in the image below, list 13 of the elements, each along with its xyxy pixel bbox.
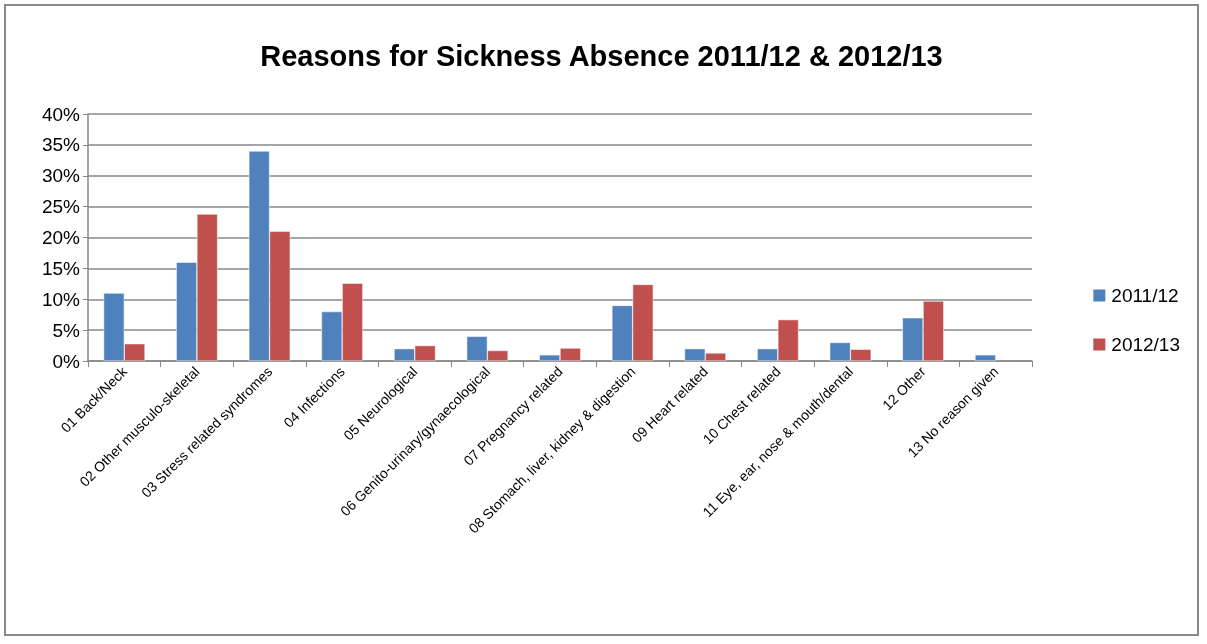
y-tick-label: 25% [41,196,81,218]
chart-title: Reasons for Sickness Absence 2011/12 & 2012/13 [260,39,943,72]
legend-label: 2011/12 [1111,285,1179,306]
legend-label: 2012/13 [1111,334,1181,355]
y-tick-label: 0% [52,350,81,372]
y-tick-label: 35% [41,134,81,156]
bar [975,354,996,361]
y-tick-label: 40% [41,103,81,125]
y-tick-label: 10% [41,288,81,310]
y-tick-label: 20% [41,227,81,248]
y-tick-label: 5% [52,319,81,341]
y-tick-label: 30% [41,165,81,187]
y-tick-label: 15% [41,257,81,279]
